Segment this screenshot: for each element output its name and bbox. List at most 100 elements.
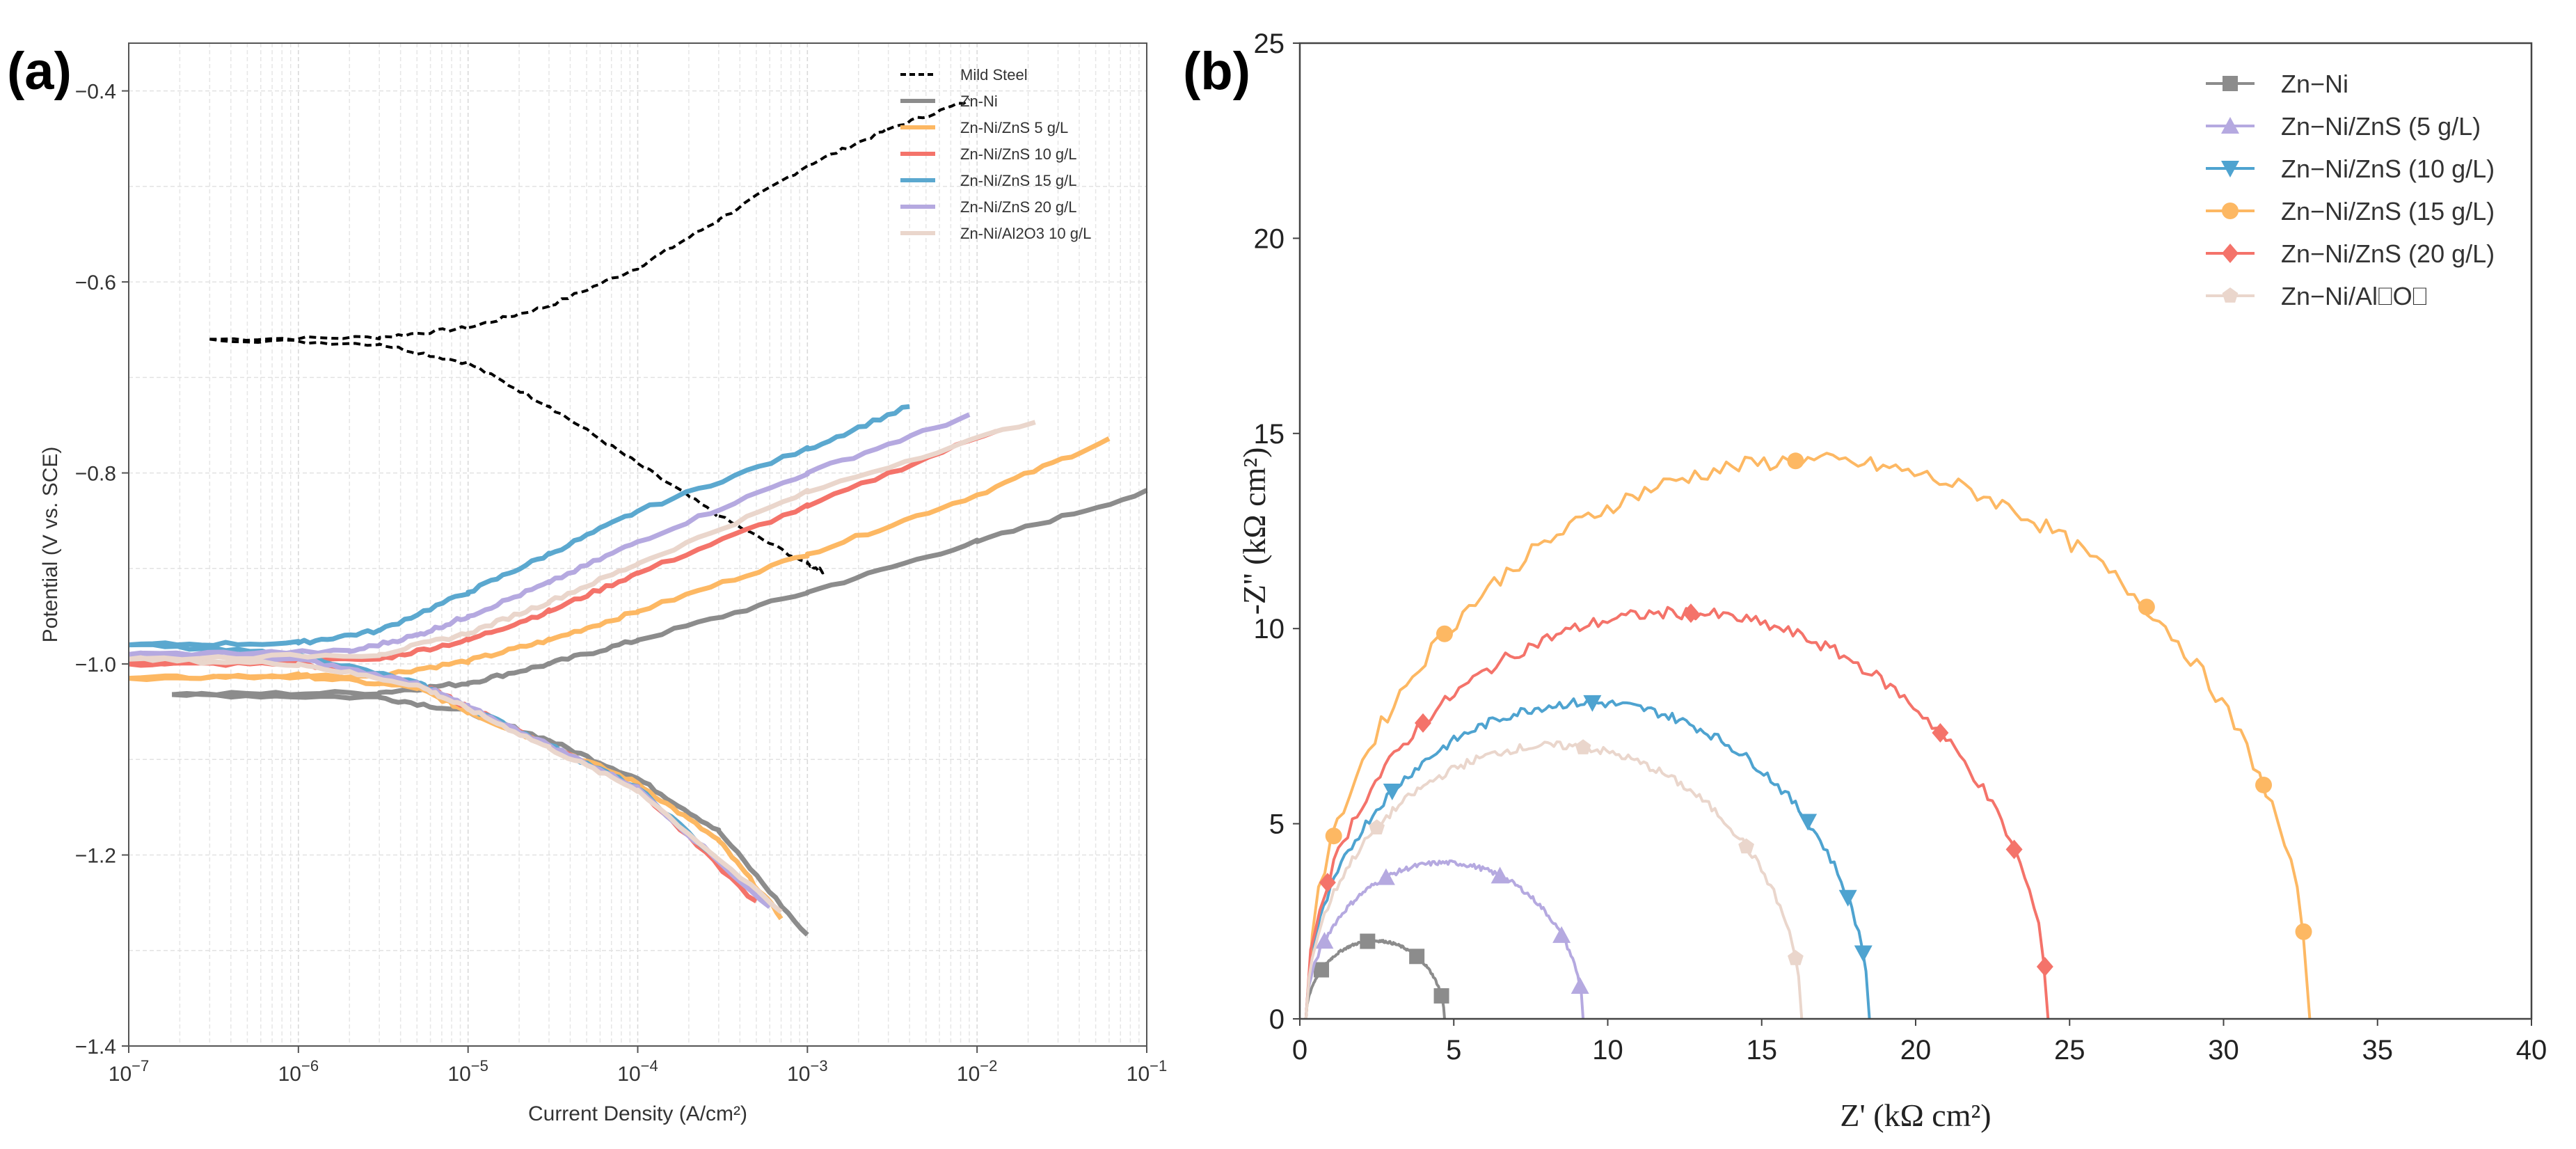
panel-a-legend-label: Zn-Ni/Al2O3 10 g/L: [960, 225, 1091, 242]
panel-a-y-tick-label: −1.2: [75, 845, 116, 868]
panel-a-y-tick-label: −1.0: [75, 653, 116, 676]
panel-a-x-tick-label: 10−2: [957, 1057, 997, 1086]
panel-b-data-marker: [1369, 819, 1385, 834]
panel-b-data-marker: [1799, 814, 1818, 831]
panel-b-data-marker: [1932, 723, 1949, 743]
panel-a-series-2: [128, 436, 1111, 921]
panel-b-data-marker: [2295, 923, 2312, 940]
panel-a-x-tick-label: 10−7: [109, 1057, 149, 1086]
panel-b-x-tick-label: 0: [1292, 1035, 1307, 1065]
panel-a-x-tick-label: 10−1: [1127, 1057, 1167, 1086]
panel-b-series-4: [1304, 603, 2053, 1020]
panel-a-polarization-chart: 10−7 10−6 10−5 10−4 10−3 10−2 10−1 −1.4 −1.2 −1.0…: [7, 42, 1167, 1125]
panel-a-x-tick-label: 10−5: [447, 1057, 488, 1086]
panel-b-data-marker: [1436, 625, 1453, 642]
panel-b-x-tick-label: 10: [1592, 1035, 1623, 1065]
panel-a-cathodic-branch-line: [128, 655, 783, 914]
panel-b-data-marker: [1319, 873, 1336, 893]
panel-b-y-tick-label: 20: [1254, 223, 1285, 254]
panel-a-x-tick-label: 10−3: [787, 1057, 827, 1086]
panel-b-y-axis-label: -Z'' (kΩ cm²): [1237, 447, 1272, 615]
panel-a-y-tick-label: −0.8: [75, 463, 116, 486]
panel-b-legend-label: Zn−Ni/ZnS (15 g/L): [2281, 197, 2495, 225]
panel-b-data-marker: [1415, 713, 1431, 733]
panel-b-data-marker: [1313, 962, 1329, 978]
panel-a-anodic-branch-line: [128, 412, 971, 658]
panel-b-legend-marker: [2223, 76, 2238, 91]
panel-b-series-5: [1304, 739, 1804, 1020]
panel-b-x-tick-label: 30: [2208, 1035, 2239, 1065]
panel-a-y-tick-label: −0.6: [75, 271, 116, 294]
panel-b-data-marker: [1854, 945, 1873, 962]
panel-b-data-marker: [2036, 957, 2053, 977]
panel-b-arc-line: [1304, 740, 1804, 1020]
panel-b-legend-label: Zn−Ni/ZnS (20 g/L): [2281, 239, 2495, 268]
panel-b-data-marker: [1315, 932, 1334, 949]
panel-b-label: (b): [1183, 42, 1250, 101]
panel-b-data-marker: [1409, 949, 1425, 965]
panel-a-anodic-branch-line: [128, 429, 998, 667]
panel-b-data-marker: [1682, 603, 1699, 624]
panel-b-x-tick-label: 40: [2516, 1035, 2547, 1065]
panel-b-x-tick-label: 20: [1900, 1035, 1932, 1065]
panel-b-series-1: [1304, 859, 1589, 1020]
panel-a-legend-label: Zn-Ni/ZnS 10 g/L: [960, 145, 1077, 163]
panel-b-legend-label: Zn−Ni: [2281, 70, 2348, 98]
panel-b-x-tick-label: 5: [1446, 1035, 1461, 1065]
panel-a-anodic-branch-line: [209, 97, 971, 342]
panel-a-cathodic-branch-line: [128, 642, 758, 896]
panel-b-data-marker: [2005, 839, 2023, 859]
panel-b-y-tick-label: 0: [1269, 1004, 1285, 1035]
panel-a-legend-label: Zn-Ni/ZnS 15 g/L: [960, 172, 1077, 189]
panel-b-nyquist-chart: 0 5 10 15 20 25 30 35 40 0 5 10 15 20 25 Z' (kΩ cm²) -Z'…: [1183, 29, 2547, 1133]
panel-b-legend-marker: [2222, 244, 2239, 263]
panel-b-plot-frame: [1298, 42, 2533, 1020]
panel-b-data-marker: [1838, 889, 1857, 907]
panel-b-data-marker: [1571, 976, 1589, 994]
panel-b-series-0: [1304, 933, 1449, 1020]
panel-b-legend-label: Zn−Ni/ZnS (5 g/L): [2281, 112, 2481, 141]
panel-b-x-tick-label: 35: [2362, 1035, 2394, 1065]
panel-a-legend-label: Zn-Ni: [960, 93, 998, 110]
panel-b-x-tick-label: 25: [2054, 1035, 2085, 1065]
panel-b-data-marker: [1738, 838, 1754, 854]
panel-b-data-marker: [1490, 866, 1509, 884]
panel-b-legend-marker: [2222, 203, 2239, 219]
panel-b-data-marker: [1787, 452, 1804, 470]
panel-b-legend-marker: [2221, 161, 2239, 177]
panel-b-y-tick-label: 5: [1269, 809, 1285, 840]
panel-a-legend-label: Mild Steel: [960, 66, 1028, 84]
panel-b-data-marker: [1383, 783, 1401, 800]
panel-a-x-axis-label: Current Density (A/cm²): [528, 1102, 747, 1125]
panel-b-arc-line: [1304, 452, 2312, 1020]
panel-b-y-tick-label: 15: [1254, 419, 1285, 450]
panel-a-legend: Mild Steel Zn-Ni Zn-Ni/ZnS 5 g/L Zn-Ni/ZnS …: [900, 66, 1091, 242]
panel-a-cathodic-branch-line: [209, 338, 828, 576]
panel-a-label: (a): [7, 42, 72, 101]
panel-b-legend: Zn−Ni Zn−Ni/ZnS (5 g/L) Zn−Ni/ZnS (10 g/L)…: [2206, 70, 2495, 310]
panel-a-series-6: [128, 420, 1036, 914]
panel-b-data-marker: [1376, 868, 1395, 885]
panel-b-y-tick-label: 25: [1254, 29, 1285, 59]
panel-b-legend-marker: [2222, 287, 2239, 303]
panel-a-y-tick-label: −1.4: [75, 1036, 116, 1059]
panel-b-x-axis-label: Z' (kΩ cm²): [1840, 1098, 1991, 1133]
panel-a-series-3: [128, 429, 998, 904]
panel-a-x-tick-label: 10−4: [617, 1057, 658, 1086]
panel-b-data-marker: [1325, 827, 1342, 845]
panel-b-arc-line: [1304, 859, 1585, 1020]
panel-a-series-1: [171, 488, 1148, 937]
panel-a-anodic-branch-line: [172, 488, 1148, 698]
panel-b-legend-marker: [2221, 117, 2239, 134]
panel-b-data-marker: [1788, 950, 1804, 965]
panel-b-series-2: [1304, 695, 1873, 1020]
panel-b-data-marker: [2138, 599, 2155, 616]
panel-a-anodic-branch-line: [128, 420, 1036, 663]
panel-a-legend-label: Zn-Ni/ZnS 20 g/L: [960, 198, 1077, 216]
panel-a-legend-label: Zn-Ni/ZnS 5 g/L: [960, 119, 1068, 136]
panel-a-anodic-branch-line: [128, 436, 1111, 682]
panel-b-data-marker: [2255, 776, 2273, 793]
panel-a-series-0: [209, 97, 971, 576]
panel-b-data-marker: [1575, 739, 1591, 754]
